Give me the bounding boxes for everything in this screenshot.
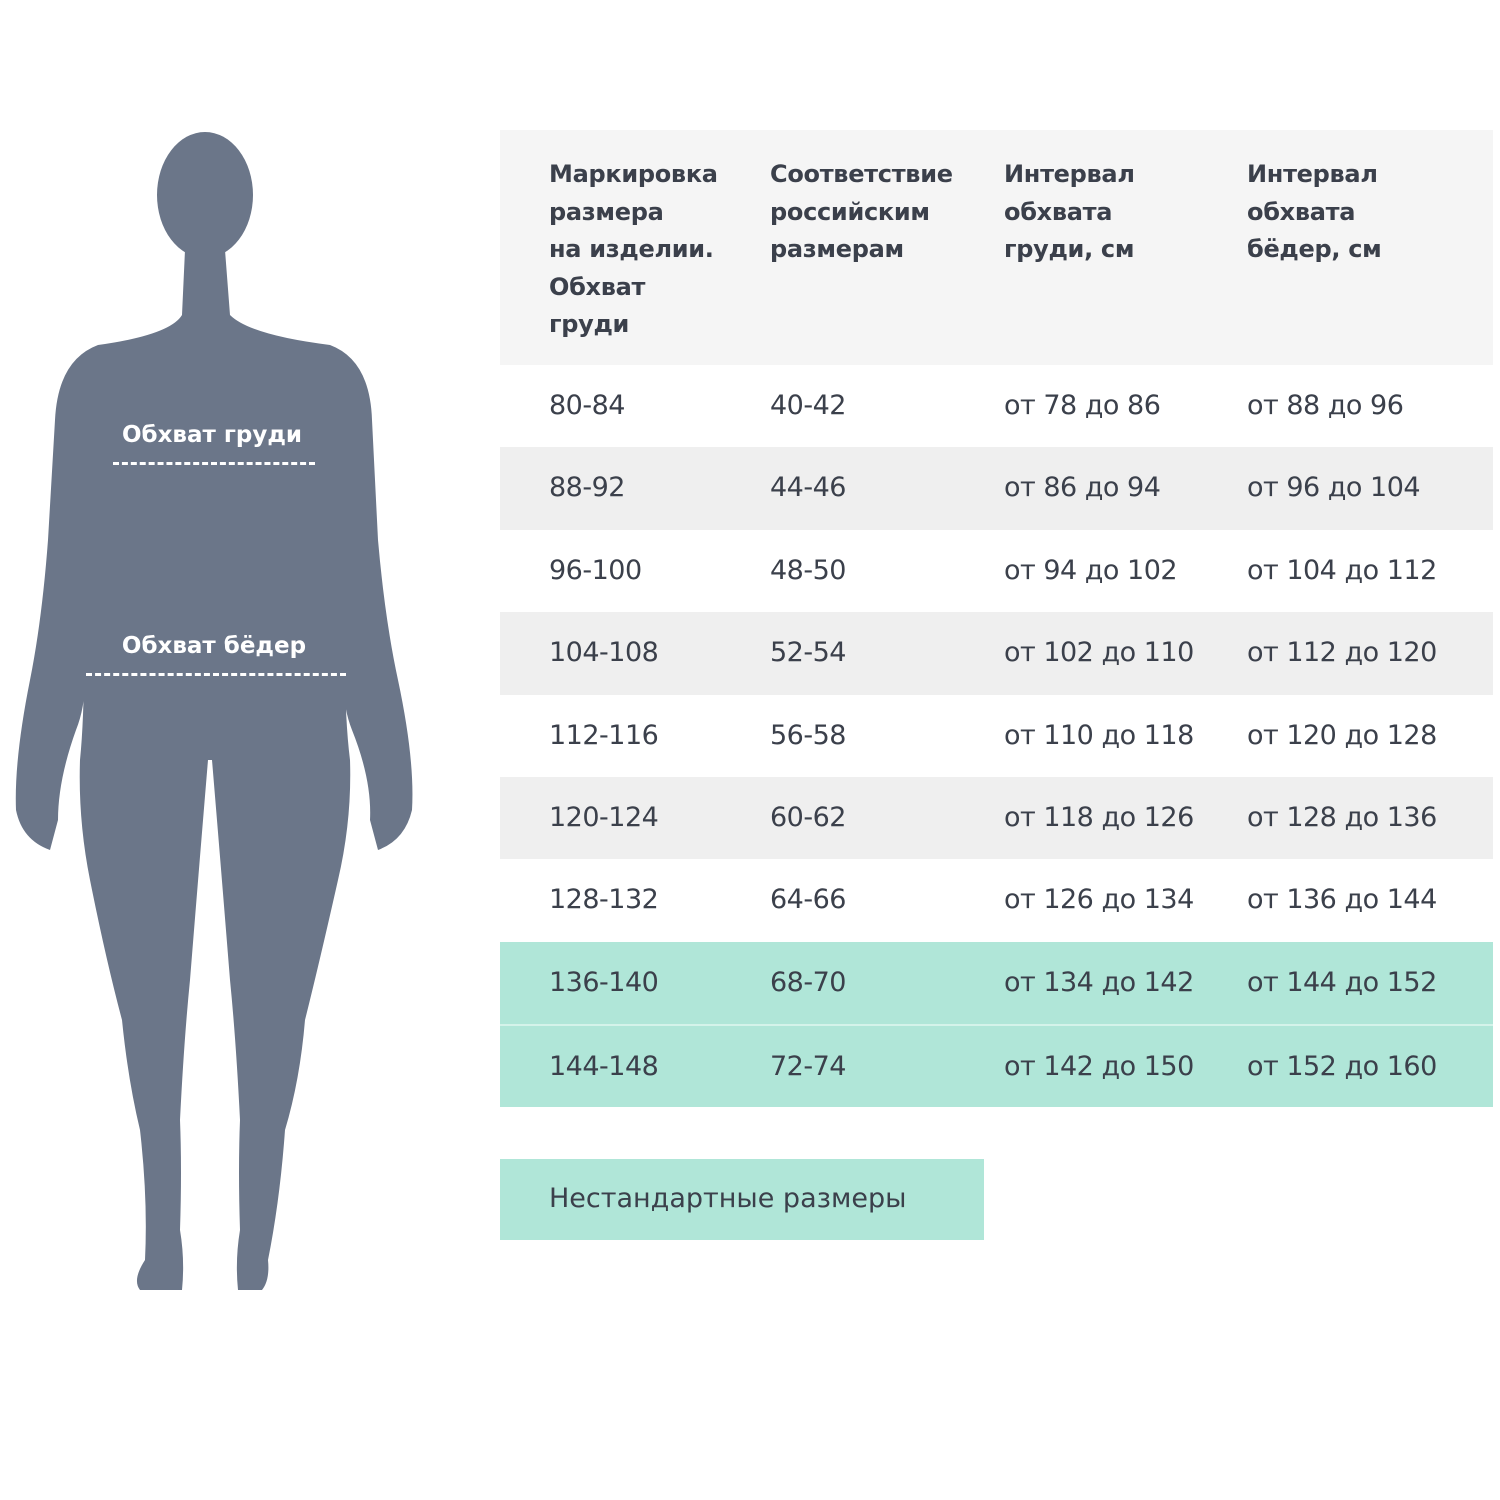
cell-russian-size: 48-50 [770,554,846,586]
chest-label: Обхват груди [121,422,303,448]
hips-measure-line [86,673,346,676]
cell-chest-interval: от 78 до 86 [1004,390,1161,421]
cell-chest-interval: от 102 до 110 [1004,637,1194,669]
table-header: Маркировка размера на изделии. Обхват гр… [500,130,1493,365]
table-row: 104-108 52-54 от 102 до 110 от 112 до 120 [500,612,1493,695]
cell-size-marking: 88-92 [549,472,625,504]
cell-size-marking: 120-124 [549,801,659,833]
table-row: 136-140 68-70 от 134 до 142 от 144 до 152 [500,941,1493,1025]
header-russian-size: Соответствие российским размерам [770,160,953,263]
cell-hips-interval: от 88 до 96 [1247,390,1404,421]
table-row: 120-124 60-62 от 118 до 126 от 128 до 136 [500,776,1493,860]
table-row: 96-100 48-50 от 94 до 102 от 104 до 112 [500,530,1493,612]
cell-size-marking: 144-148 [549,1051,659,1083]
cell-russian-size: 44-46 [770,472,846,504]
table-row: 112-116 56-58 от 110 до 118 от 120 до 128 [500,695,1493,777]
body-silhouette-figure: Обхват груди Обхват бёдер [0,120,430,1380]
cell-russian-size: 56-58 [770,719,846,751]
non-standard-sizes-box: Нестандартные размеры [500,1159,984,1240]
size-table: Маркировка размера на изделии. Обхват гр… [500,130,1493,1107]
cell-russian-size: 68-70 [770,966,846,998]
non-standard-sizes-label: Нестандартные размеры [549,1183,907,1214]
cell-russian-size: 72-74 [770,1051,846,1083]
cell-chest-interval: от 118 до 126 [1004,801,1194,833]
cell-size-marking: 136-140 [549,966,659,998]
cell-size-marking: 80-84 [549,390,625,421]
cell-russian-size: 40-42 [770,390,846,421]
cell-russian-size: 60-62 [770,801,846,833]
cell-hips-interval: от 112 до 120 [1247,637,1437,669]
table-row: 80-84 40-42 от 78 до 86 от 88 до 96 [500,365,1493,447]
cell-chest-interval: от 110 до 118 [1004,719,1194,751]
header-size-marking: Маркировка размера на изделии. Обхват гр… [549,160,718,338]
cell-size-marking: 112-116 [549,719,659,751]
cell-russian-size: 64-66 [770,884,846,916]
table-row: 128-132 64-66 от 126 до 134 от 136 до 144 [500,859,1493,941]
header-hips-interval: Интервал обхвата бёдер, см [1247,160,1382,263]
cell-hips-interval: от 128 до 136 [1247,801,1437,833]
hips-label: Обхват бёдер [121,633,307,659]
cell-size-marking: 104-108 [549,637,659,669]
cell-size-marking: 128-132 [549,884,659,916]
cell-chest-interval: от 134 до 142 [1004,966,1194,998]
chest-measure-line [113,462,315,465]
cell-size-marking: 96-100 [549,554,642,586]
cell-chest-interval: от 126 до 134 [1004,884,1194,916]
header-chest-interval: Интервал обхвата груди, см [1004,160,1135,263]
cell-hips-interval: от 152 до 160 [1247,1051,1437,1083]
cell-chest-interval: от 142 до 150 [1004,1051,1194,1083]
cell-hips-interval: от 96 до 104 [1247,472,1421,504]
female-silhouette-icon [15,132,413,1290]
cell-hips-interval: от 104 до 112 [1247,554,1437,586]
table-row: 88-92 44-46 от 86 до 94 от 96 до 104 [500,447,1493,530]
cell-chest-interval: от 94 до 102 [1004,554,1178,586]
table-row: 144-148 72-74 от 142 до 150 от 152 до 160 [500,1024,1493,1107]
cell-hips-interval: от 144 до 152 [1247,966,1437,998]
cell-hips-interval: от 136 до 144 [1247,884,1437,916]
cell-russian-size: 52-54 [770,637,846,669]
cell-chest-interval: от 86 до 94 [1004,472,1161,504]
cell-hips-interval: от 120 до 128 [1247,719,1437,751]
